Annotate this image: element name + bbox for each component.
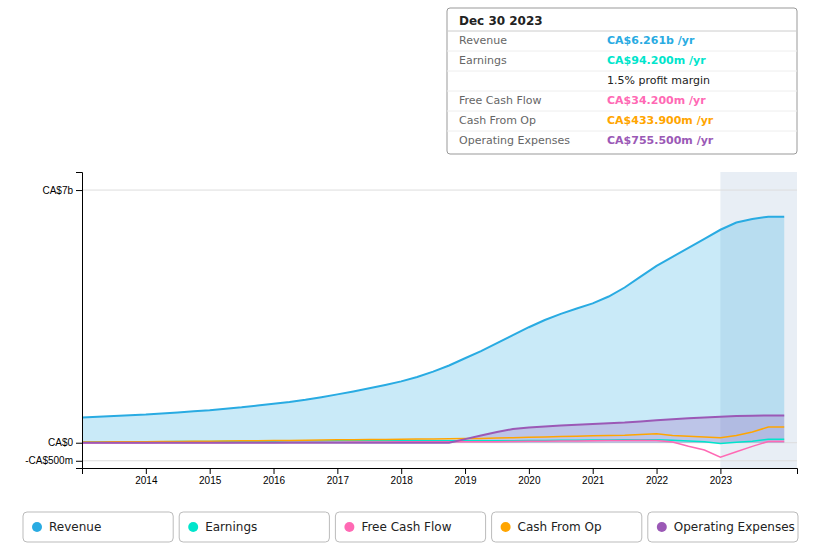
x-tick: 2021: [582, 468, 605, 486]
tooltip-value: CA$94.200m /yr: [607, 54, 706, 67]
grid-line: [82, 460, 797, 461]
line: [82, 217, 784, 418]
area: [82, 217, 784, 443]
y-tick: CA$0: [48, 437, 82, 448]
y-tick-mark: [76, 443, 82, 444]
legend-label: Revenue: [49, 520, 101, 534]
x-tick-mark: [146, 468, 147, 474]
tooltip-separator: [447, 31, 797, 32]
legend-label: Free Cash Flow: [361, 520, 451, 534]
tooltip-title: Dec 30 2023: [459, 14, 543, 28]
tooltip-row-separator: [447, 91, 797, 92]
y-tick-label: CA$7b: [42, 185, 73, 196]
tooltip-row-separator: [447, 131, 797, 132]
x-tick-mark: [401, 468, 402, 474]
y-tick-mark: [76, 190, 82, 191]
tooltip-row-separator: [447, 111, 797, 112]
x-tick-label: 2018: [391, 475, 414, 486]
x-tick-mark: [210, 468, 211, 474]
legend-swatch: [32, 522, 42, 532]
legend-item: Cash From Op: [492, 512, 642, 542]
x-tick-label: 2019: [454, 475, 477, 486]
tooltip-row-separator: [447, 71, 797, 72]
x-tick-mark: [720, 468, 721, 474]
y-axis: -CA$500m CA$0 CA$7b: [25, 173, 82, 469]
legend-box: [179, 512, 329, 542]
tooltip-label: Free Cash Flow: [459, 94, 542, 107]
y-tick: -CA$500m: [25, 455, 82, 466]
x-tick-mark: [274, 468, 275, 474]
tooltip-value: CA$433.900m /yr: [607, 114, 714, 127]
grid: [82, 190, 797, 461]
tooltip: Dec 30 2023 Revenue CA$6.261b /yr Earnings C…: [447, 8, 797, 154]
legend-box: [492, 512, 642, 542]
tooltip-value: CA$6.261b /yr: [607, 34, 695, 47]
tooltip-value: CA$34.200m /yr: [607, 94, 706, 107]
legend-label: Operating Expenses: [674, 520, 795, 534]
legend-item: Earnings: [179, 512, 329, 542]
legend-label: Cash From Op: [518, 520, 602, 534]
tooltip-label: Revenue: [459, 34, 507, 47]
legend: Revenue Earnings Free Cash Flow Cash From O…: [23, 512, 798, 542]
x-tick: 2019: [454, 468, 477, 486]
x-tick-label: 2022: [646, 475, 669, 486]
legend-swatch: [344, 522, 354, 532]
y-tick-mark: [76, 461, 82, 462]
x-tick-label: 2016: [263, 475, 286, 486]
legend-box: [23, 512, 173, 542]
tooltip-label: Operating Expenses: [459, 134, 570, 147]
x-tick-label: 2023: [710, 475, 733, 486]
tooltip-row-separator: [447, 51, 797, 52]
legend-swatch: [188, 522, 198, 532]
tooltip-value: CA$755.500m /yr: [607, 134, 714, 147]
tooltip-label: Earnings: [459, 54, 507, 67]
x-tick: 2017: [327, 468, 350, 486]
x-tick: 2020: [518, 468, 541, 486]
x-tick-label: 2017: [327, 475, 350, 486]
legend-item: Free Cash Flow: [335, 512, 485, 542]
chart: 2014 2015 2016 2017 2018 2019 2020 2021 2022 2023…: [0, 0, 821, 560]
x-tick: 2018: [391, 468, 414, 486]
x-tick-mark: [657, 468, 658, 474]
legend-swatch: [501, 522, 511, 532]
tooltip-box: [447, 8, 797, 154]
x-tick-mark: [529, 468, 530, 474]
x-tick: 2014: [135, 468, 158, 486]
tooltip-label: Cash From Op: [459, 114, 536, 127]
legend-box: [648, 512, 798, 542]
legend-swatch: [657, 522, 667, 532]
x-tick-mark: [465, 468, 466, 474]
legend-item: Revenue: [23, 512, 173, 542]
x-tick-label: 2015: [199, 475, 222, 486]
x-tick: 2022: [646, 468, 669, 486]
y-tick: CA$7b: [42, 185, 82, 196]
x-axis: 2014 2015 2016 2017 2018 2019 2020 2021 2022 2023: [83, 468, 798, 486]
grid-line: [82, 190, 797, 191]
line: [82, 427, 784, 442]
plot-area: [82, 172, 797, 468]
x-tick-label: 2021: [582, 475, 605, 486]
y-axis-line: [76, 173, 83, 469]
series: [82, 217, 784, 457]
line: [82, 415, 784, 442]
x-tick-mark: [593, 468, 594, 474]
x-tick-label: 2014: [135, 475, 158, 486]
legend-box: [335, 512, 485, 542]
x-tick: 2016: [263, 468, 286, 486]
y-tick-label: CA$0: [48, 437, 73, 448]
x-tick-mark: [337, 468, 338, 474]
legend-label: Earnings: [205, 520, 257, 534]
x-tick-label: 2020: [518, 475, 541, 486]
legend-item: Operating Expenses: [648, 512, 798, 542]
x-tick: 2023: [710, 468, 733, 486]
x-tick: 2015: [199, 468, 222, 486]
tooltip-value: 1.5% profit margin: [607, 74, 710, 87]
x-axis-line: [83, 469, 798, 475]
y-tick-label: -CA$500m: [25, 455, 73, 466]
area: [82, 415, 784, 442]
